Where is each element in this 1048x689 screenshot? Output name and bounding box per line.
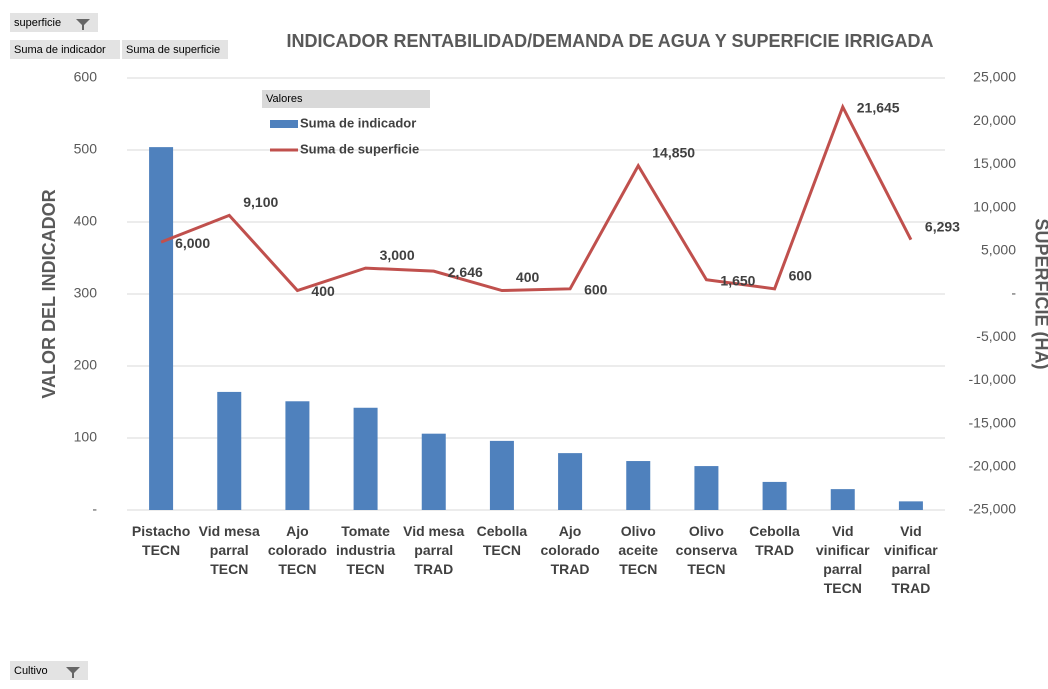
data-label: 600 [789,268,813,284]
x-tick-label: Olivo aceite TECN [618,523,659,577]
x-tick-label: Vid mesa parral TECN [198,523,260,577]
axis-button[interactable] [10,661,88,680]
data-label: 600 [584,282,608,298]
bar [898,501,923,510]
filter-button[interactable] [10,13,98,32]
value-label: Suma de superficie [126,44,220,56]
x-tick-label: Ajo colorado TRAD [540,523,600,577]
y-tick-label: 400 [74,213,98,229]
data-label: 3,000 [380,247,415,263]
x-tick-label: Vid vinificar parral TRAD [884,523,938,596]
y2-tick-label: -5,000 [976,328,1016,344]
data-label: 2,646 [448,264,483,280]
y2-tick-label: 10,000 [973,198,1016,214]
x-tick-label: Cebolla TRAD [749,523,800,558]
bar [558,453,583,510]
legend-header [262,90,430,108]
legend-label: Suma de indicador [300,115,416,130]
line [160,103,913,293]
x-tick-label: Cebolla TECN [476,523,528,558]
legend-label: Suma de superficie [300,141,419,156]
y2-tick-label: - [1011,285,1016,301]
y2-tick-label: -15,000 [969,414,1017,430]
y-tick-label: 600 [74,69,98,85]
filter-icon [76,19,90,30]
data-label: 400 [311,283,335,299]
y2-tick-label: 5,000 [981,242,1016,258]
bar [421,433,446,510]
bar [353,407,378,510]
y2-tick-label: 25,000 [973,69,1016,85]
bar [830,489,855,510]
y-tick-label: - [92,501,97,517]
bar [149,147,174,510]
legend-swatch [270,120,298,128]
x-tick-label: Vid vinificar parral TECN [815,523,870,596]
y-tick-label: 200 [74,357,98,373]
y2-tick-label: -10,000 [969,371,1017,387]
x-tick-label: Vid mesa parral TRAD [403,523,465,577]
bar [489,440,514,510]
axis-label: Cultivo [14,665,48,677]
x-tick-label: Tomate industria TECN [336,523,396,577]
chart-title: INDICADOR RENTABILIDAD/DEMANDA DE AGUA Y… [286,31,933,51]
bar [762,481,787,510]
y2-tick-label: -25,000 [969,501,1017,517]
x-tick-label: Olivo conserva TECN [675,523,738,577]
filter-label: superficie [14,17,61,29]
y-tick-label: 300 [74,285,98,301]
value-button[interactable] [122,40,228,59]
x-tick-label: Ajo colorado TECN [267,523,327,577]
y2-tick-label: 15,000 [973,155,1016,171]
y2-tick-label: -20,000 [969,458,1017,474]
bar [694,466,719,510]
data-label: 1,650 [720,272,755,288]
bar [217,391,242,510]
data-label: 14,850 [652,144,695,160]
data-label: 6,000 [175,235,210,251]
value-label: Suma de indicador [14,44,106,56]
data-label: 9,100 [243,194,278,210]
bar [626,461,651,510]
value-button[interactable] [10,40,120,59]
y2-tick-label: 20,000 [973,112,1016,128]
data-label: 400 [516,269,540,285]
legend-title: Valores [266,93,303,105]
y-axis-title: VALOR DEL INDICADOR [39,189,59,398]
data-label: 6,293 [925,218,960,234]
bar [285,401,310,510]
y-tick-label: 100 [74,429,98,445]
x-tick-label: Pistacho TECN [131,523,191,558]
data-label: 21,645 [857,100,900,116]
filter-icon [66,667,80,678]
y2-axis-title: SUPERFICIE (HA) [1031,218,1048,369]
y-tick-label: 500 [74,141,98,157]
